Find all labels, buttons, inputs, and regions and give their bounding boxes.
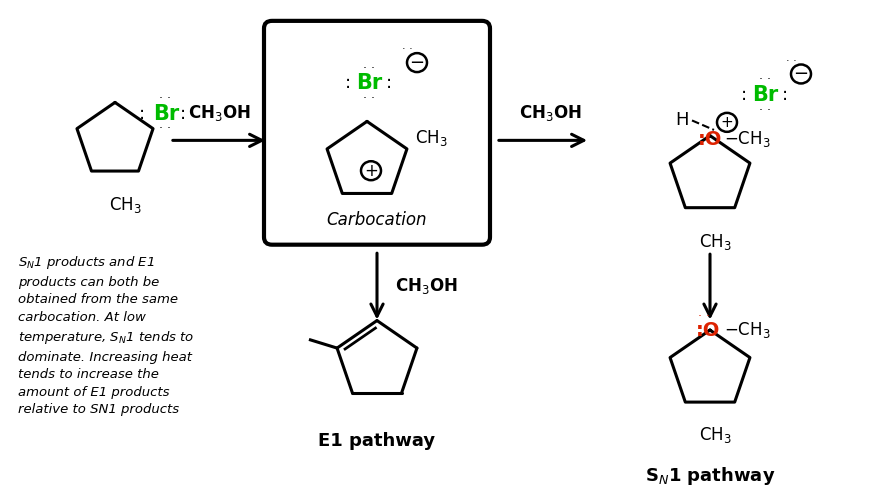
Text: Br: Br [356,73,382,93]
Text: −CH$_3$: −CH$_3$ [724,320,771,340]
Text: CH$_3$: CH$_3$ [698,232,732,252]
Text: −: − [794,65,808,83]
Text: :: : [139,105,145,123]
Text: H: H [676,111,689,129]
Text: −: − [409,53,425,71]
FancyBboxPatch shape [264,21,490,244]
Text: :O: :O [697,130,722,149]
Text: · ·: · · [698,310,710,323]
Text: $S_N$1 products and E1
products can both be
obtained from the same
carbocation. : $S_N$1 products and E1 products can both… [18,254,194,416]
Text: :: : [782,86,788,104]
Text: CH$_3$: CH$_3$ [415,127,447,148]
Text: · ·: · · [159,122,171,136]
Text: CH$_3$: CH$_3$ [698,425,732,445]
Text: S$_N$1 pathway: S$_N$1 pathway [645,465,775,486]
Text: CH$_3$: CH$_3$ [108,195,142,215]
Text: :: : [180,105,186,123]
Text: · ·: · · [159,92,171,105]
Text: Br: Br [153,104,179,124]
Text: :: : [741,86,747,104]
Text: CH$_3$OH: CH$_3$OH [395,277,458,296]
Text: · ·: · · [402,44,413,54]
Text: · ·: · · [759,73,771,86]
Text: · ·: · · [759,104,771,117]
Text: Br: Br [752,85,778,105]
Text: −CH$_3$: −CH$_3$ [724,129,771,149]
Text: CH$_3$OH: CH$_3$OH [518,104,581,123]
Text: · ·: · · [363,62,375,75]
Text: · ·: · · [786,56,796,66]
Text: CH$_3$OH: CH$_3$OH [188,104,250,123]
Text: +: + [364,162,378,180]
Text: :: : [345,74,351,92]
Text: :: : [386,74,392,92]
Text: +: + [721,115,733,130]
Text: Carbocation: Carbocation [327,211,427,229]
Text: E1 pathway: E1 pathway [318,432,435,450]
Text: :O: :O [696,321,720,340]
Text: · ·: · · [363,92,375,105]
